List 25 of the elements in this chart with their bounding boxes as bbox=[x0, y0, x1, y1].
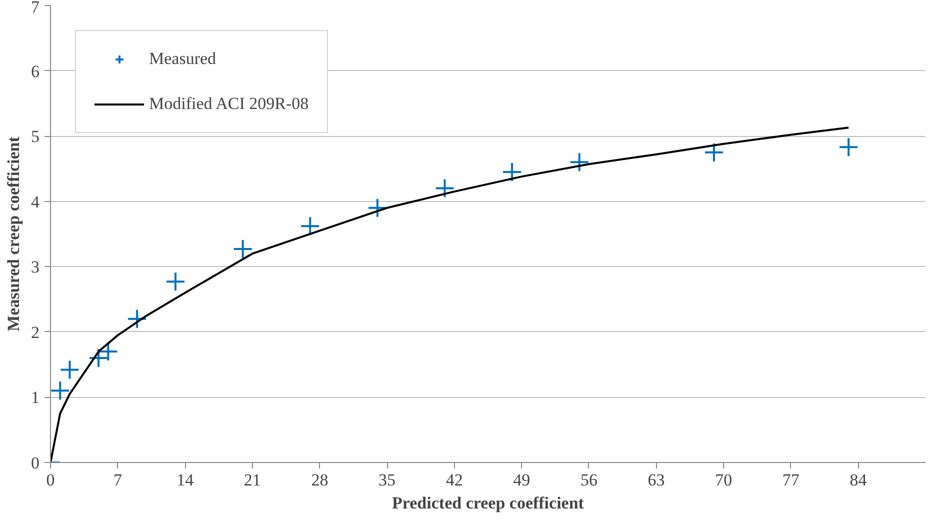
y-tick-label: 6 bbox=[31, 62, 40, 81]
x-tick-label: 63 bbox=[648, 470, 665, 490]
x-tick-label: 21 bbox=[244, 470, 261, 490]
y-tick-label: 2 bbox=[31, 322, 40, 342]
y-tick-label: 1 bbox=[31, 388, 40, 408]
x-tick-label: 7 bbox=[114, 470, 123, 490]
legend-label: Measured bbox=[149, 49, 216, 69]
legend-label: Modified ACI 209R-08 bbox=[149, 94, 309, 114]
x-tick-label: 77 bbox=[782, 470, 800, 490]
y-tick-label: 3 bbox=[31, 258, 40, 277]
y-axis-title: Measured creep coefficient bbox=[4, 136, 23, 332]
x-tick-label: 35 bbox=[378, 470, 396, 490]
x-tick-label: 42 bbox=[446, 470, 463, 490]
y-tick-label: 0 bbox=[31, 454, 40, 472]
x-tick-label: 70 bbox=[715, 470, 732, 490]
x-tick-label: 56 bbox=[580, 470, 598, 490]
x-tick-label: 49 bbox=[513, 470, 530, 490]
x-tick-label: 84 bbox=[850, 470, 868, 490]
x-tick-label: 14 bbox=[176, 470, 194, 490]
y-tick-label: 5 bbox=[31, 127, 40, 146]
x-tick-label: 28 bbox=[311, 470, 328, 490]
y-tick-label: 7 bbox=[31, 0, 40, 16]
y-tick-label: 4 bbox=[31, 192, 40, 212]
x-tick-label: 0 bbox=[46, 470, 55, 490]
x-axis-title: Predicted creep coefficient bbox=[392, 494, 584, 512]
